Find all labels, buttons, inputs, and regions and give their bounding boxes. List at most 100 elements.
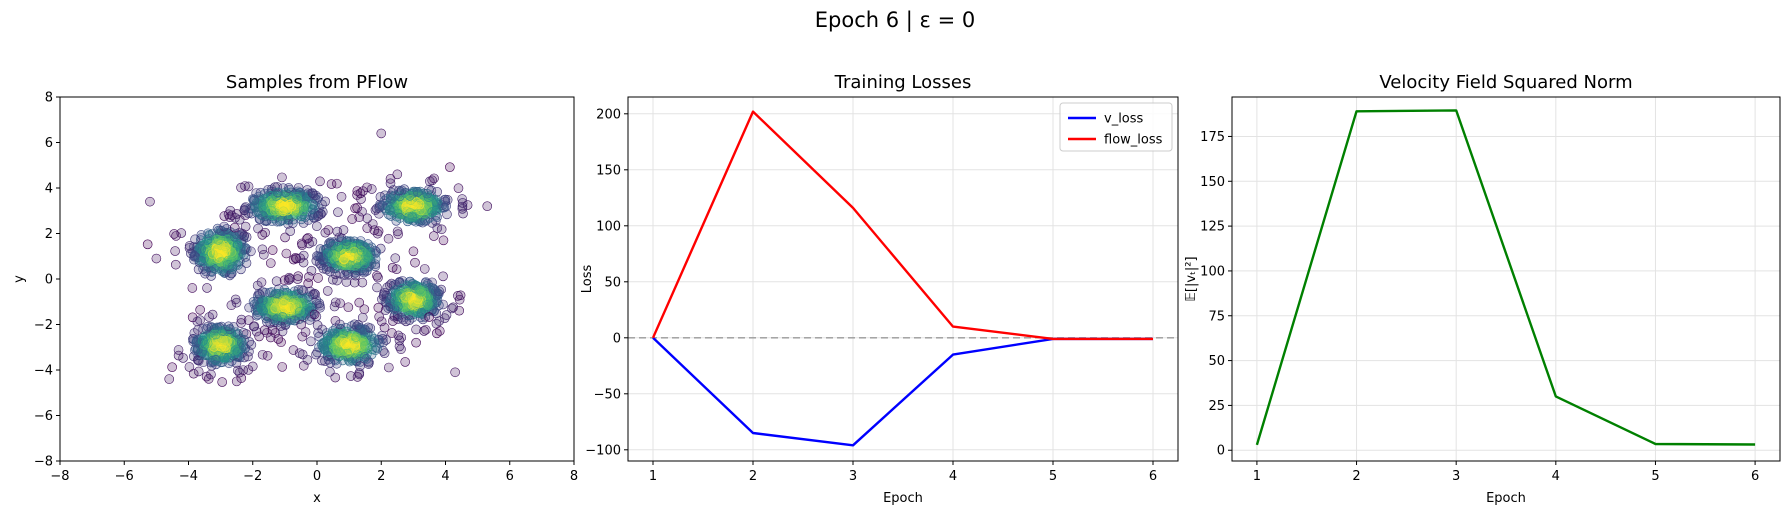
x-tick-label: 4 <box>1552 469 1560 484</box>
scatter-point <box>151 253 162 264</box>
scatter-point <box>190 234 200 245</box>
scatter-point <box>439 195 449 205</box>
scatter-point <box>371 247 382 257</box>
scatter-point <box>313 273 323 283</box>
y-tick-label: 8 <box>45 91 53 106</box>
scatter-point <box>429 173 439 184</box>
scatter-point <box>251 326 262 337</box>
x-axis-label: Epoch <box>1486 491 1526 506</box>
scatter-point <box>404 212 414 222</box>
scatter-point <box>249 195 260 205</box>
scatter-point <box>258 249 269 260</box>
scatter-point <box>333 241 343 252</box>
velocity-norm-panel: 1 2 3 4 5 6 0 25 50 75 100 125 150 175 Velocity Field … <box>1184 72 1781 506</box>
scatter-point <box>357 206 367 217</box>
scatter-point <box>411 197 422 208</box>
scatter-point <box>431 197 442 208</box>
scatter-point <box>405 191 415 201</box>
scatter-point <box>292 194 302 204</box>
scatter-point <box>240 221 251 232</box>
scatter-point <box>164 374 175 384</box>
y-tick-label: 150 <box>1200 175 1225 190</box>
x-tick-label: 6 <box>1149 469 1157 484</box>
scatter-point <box>323 248 333 259</box>
scatter-point <box>393 330 404 341</box>
scatter-point <box>343 302 354 313</box>
scatter-point <box>304 272 314 282</box>
scatter-point <box>372 270 382 281</box>
scatter-point <box>351 332 361 342</box>
scatter-point <box>232 239 243 249</box>
scatter-point <box>361 354 372 364</box>
scatter-point <box>453 183 464 194</box>
y-tick-label: 0 <box>613 331 621 346</box>
scatter-point <box>357 277 368 288</box>
y-tick-label: 0 <box>45 273 53 288</box>
scatter-point <box>372 228 383 239</box>
y-axis-label: y <box>12 275 27 283</box>
scatter-point <box>303 233 313 243</box>
scatter-point <box>296 285 307 295</box>
scatter-point <box>346 371 356 381</box>
scatter-point <box>379 195 390 206</box>
scatter-point <box>482 201 493 211</box>
scatter-point <box>387 262 398 273</box>
x-axis-label: Epoch <box>883 491 923 506</box>
scatter-point <box>307 199 317 210</box>
scatter-point <box>170 259 181 270</box>
scatter-point <box>369 337 379 348</box>
scatter-point <box>257 244 268 255</box>
figure-suptitle: Epoch 6 | ε = 0 <box>815 8 975 33</box>
y-tick-label: 200 <box>596 107 621 122</box>
scatter-point <box>367 219 378 229</box>
scatter-point <box>430 286 441 297</box>
scatter-point <box>325 366 335 377</box>
scatter-point <box>391 296 401 307</box>
scatter-point <box>335 319 345 330</box>
scatter-point <box>265 258 276 268</box>
x-tick-label: −2 <box>243 469 262 484</box>
scatter-point <box>359 304 370 315</box>
scatter-point <box>340 339 351 350</box>
x-tick-label: 4 <box>441 469 449 484</box>
scatter-point <box>217 266 227 276</box>
y-tick-label: 6 <box>45 136 53 151</box>
scatter-point <box>438 235 449 246</box>
scatter-point <box>259 325 270 335</box>
panel-title: Samples from PFlow <box>226 72 408 93</box>
scatter-point <box>450 367 460 378</box>
scatter-point <box>385 205 395 216</box>
scatter-point <box>219 211 230 221</box>
scatter-point <box>257 210 268 221</box>
scatter-point <box>243 181 254 192</box>
scatter-point <box>277 172 287 183</box>
x-tick-label: −4 <box>179 469 198 484</box>
scatter-point <box>395 213 405 223</box>
scatter-point <box>360 340 370 351</box>
scatter-point <box>210 355 221 366</box>
scatter-point <box>412 187 423 197</box>
scatter-point <box>196 255 206 266</box>
scatter-point <box>410 257 420 268</box>
scatter-point <box>354 212 365 223</box>
scatter-point <box>276 215 286 226</box>
y-tick-label: 100 <box>596 219 621 234</box>
scatter-point <box>313 328 323 338</box>
scatter-point <box>272 187 283 198</box>
scatter-point <box>394 185 404 196</box>
y-tick-label: 4 <box>45 182 53 197</box>
y-tick-label: 50 <box>1208 354 1225 369</box>
x-tick-label: 1 <box>649 469 657 484</box>
scatter-point <box>173 345 184 355</box>
scatter-point <box>236 182 246 193</box>
scatter-point <box>243 315 254 325</box>
scatter-point <box>400 357 411 367</box>
scatter-point <box>421 324 431 335</box>
scatter-point <box>455 290 466 301</box>
x-tick-label: 5 <box>1049 469 1057 484</box>
scatter-point <box>386 193 396 203</box>
scatter-point <box>358 186 368 196</box>
scatter-point <box>294 307 305 317</box>
scatter-point <box>313 251 324 262</box>
